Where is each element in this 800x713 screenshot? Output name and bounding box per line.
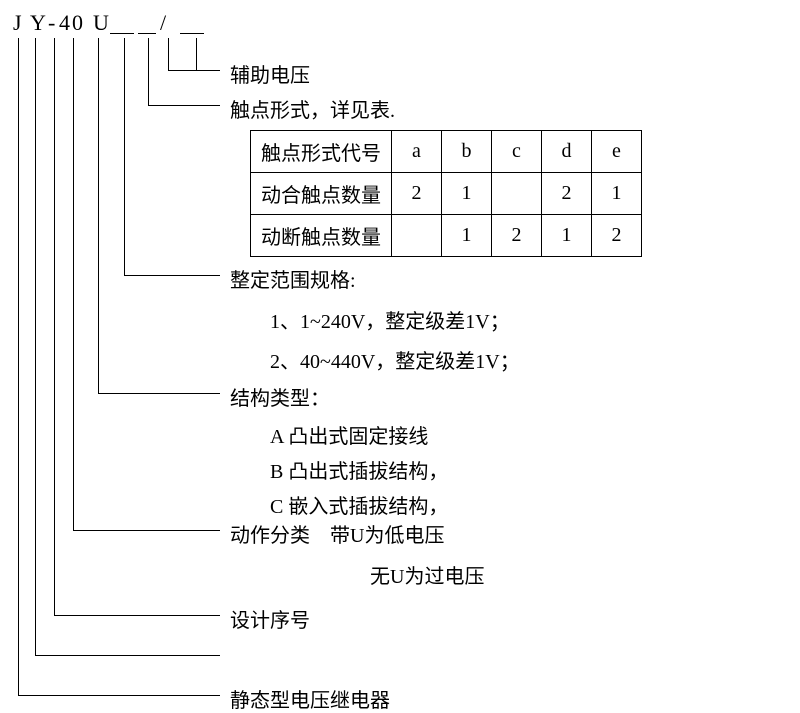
r1c1: 2 [392,173,442,215]
label-struct-type: 结构类型： [230,382,330,411]
th-b: b [442,131,492,173]
contact-table: 触点形式代号 a b c d e 动合触点数量 2 1 2 1 动断触点数量 1… [250,130,642,257]
hline-design2 [35,655,220,656]
th-d: d [542,131,592,173]
label-design-num: 设计序号 [230,604,310,633]
label-contact-form: 触点形式，详见表. [230,94,395,123]
r1c0: 动合触点数量 [251,173,392,215]
vline-4 [98,38,99,393]
label-action-class: 动作分类 带U为低电压 [230,519,444,548]
vline-5 [124,38,125,275]
label-aux-voltage: 辅助电压 [230,59,310,88]
th-code: 触点形式代号 [251,131,392,173]
vline-8 [196,38,197,70]
label-setting-range: 整定范围规格: [230,264,356,293]
vline-0 [18,38,19,695]
vline-7 [168,38,169,70]
model-char-slash: / [160,10,168,36]
r1c5: 1 [592,173,642,215]
hline-setting [124,275,220,276]
r1c3 [492,173,542,215]
underline-3 [180,33,204,34]
th-e: e [592,131,642,173]
label-struct-b: B 凸出式插拔结构， [270,455,448,484]
r1c2: 1 [442,173,492,215]
label-setting-1: 1、1~240V，整定级差1V； [270,305,510,334]
label-static-relay: 静态型电压继电器 [230,684,390,713]
model-char-j: J [13,10,24,36]
label-struct-c: C 嵌入式插拔结构， [270,490,448,519]
model-char-u: U [93,10,111,36]
th-c: c [492,131,542,173]
hline-design [54,615,220,616]
r2c2: 1 [442,215,492,257]
hline-static [18,695,220,696]
r1c4: 2 [542,173,592,215]
model-char-y: Y [30,10,48,36]
r2c1 [392,215,442,257]
vline-6 [148,38,149,105]
vline-3 [73,38,74,530]
hline-contact [148,105,220,106]
vline-2 [54,38,55,615]
hline-action [73,530,220,531]
hline-struct [98,393,220,394]
r2c5: 2 [592,215,642,257]
model-char-40: 40 [59,10,85,36]
label-struct-a: A 凸出式固定接线 [270,420,428,449]
vline-1 [35,38,36,655]
th-a: a [392,131,442,173]
underline-2 [138,33,156,34]
underline-1 [110,33,134,34]
hline-merge [168,70,197,71]
r2c0: 动断触点数量 [251,215,392,257]
r2c4: 1 [542,215,592,257]
r2c3: 2 [492,215,542,257]
model-char-dash: - [48,10,57,36]
label-action-class2: 无U为过电压 [370,560,484,589]
label-setting-2: 2、40~440V，整定级差1V； [270,345,520,374]
